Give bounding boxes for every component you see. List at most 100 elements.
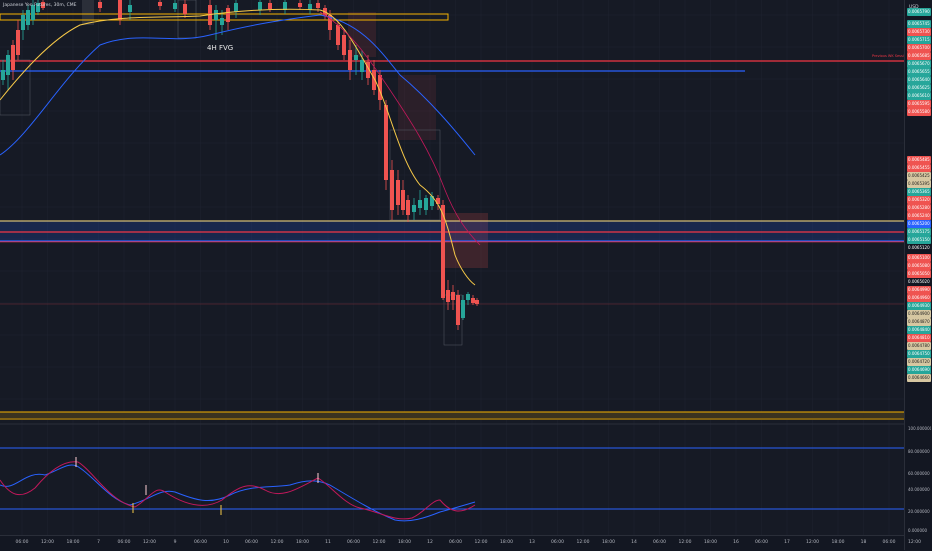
price-label: 0.0065685	[907, 52, 931, 60]
price-label: 0.0065280	[907, 204, 931, 212]
candle-body	[390, 170, 394, 210]
candle-body	[336, 25, 340, 45]
osc-axis-label: 80.000000	[908, 449, 930, 454]
osc-axis-label: 0.000000	[908, 528, 928, 533]
candle-body	[406, 200, 410, 215]
candle-body	[1, 70, 5, 80]
osc-k-line	[0, 461, 476, 520]
time-label: 10	[223, 540, 229, 545]
time-label: 13	[529, 540, 535, 545]
price-label: 0.0065050	[907, 270, 931, 278]
time-label: 18:00	[704, 540, 717, 545]
time-label: 16	[733, 540, 739, 545]
price-label: 0.0065395	[907, 180, 931, 188]
candle-body	[466, 294, 470, 300]
candle-body	[348, 50, 352, 70]
currency-label: USD	[909, 5, 919, 10]
time-label: 06:00	[755, 540, 768, 545]
price-label: 0.0065080	[907, 262, 931, 270]
time-label: 12:00	[576, 540, 590, 545]
candle-body	[360, 60, 364, 72]
time-label: 12:00	[143, 540, 156, 545]
time-label: 12:00	[474, 540, 488, 545]
price-label: 0.0065745	[907, 20, 931, 28]
price-label: 0.0065670	[907, 60, 931, 68]
candle-body	[283, 2, 287, 10]
candle-body	[342, 35, 346, 55]
candle-body	[316, 3, 320, 8]
time-label: 11	[325, 540, 331, 545]
price-label: 0.0064870	[907, 318, 931, 326]
osc-axis-label: 60.000000	[908, 471, 930, 476]
time-label: 18:00	[831, 540, 845, 545]
candle-body	[441, 205, 445, 298]
level-zone	[0, 221, 904, 241]
time-label: 12:00	[270, 540, 284, 545]
time-label: 18:00	[398, 540, 411, 545]
time-label: 06:00	[117, 540, 131, 545]
time-label: 06:00	[449, 540, 462, 545]
price-label: 0.0064840	[907, 326, 931, 334]
ma-slow-line	[0, 14, 476, 156]
candle-body	[372, 70, 376, 90]
price-label: 0.0065640	[907, 76, 931, 84]
candle-body	[128, 5, 132, 12]
price-label: 0.0065120	[907, 244, 931, 252]
price-label: 0.0064660	[907, 374, 931, 382]
candle-body	[378, 75, 382, 100]
price-label: 0.0065700	[907, 44, 931, 52]
candle-body	[220, 18, 224, 25]
symbol-title: Japanese Yen Futures, 30m, CME	[3, 3, 77, 8]
price-label: 0.0064930	[907, 302, 931, 310]
candle-body	[31, 5, 35, 20]
time-label: 06:00	[882, 540, 896, 545]
price-label: 0.0065200	[907, 220, 931, 228]
time-axis[interactable]: 06:00 12:00 18:00 7 06:00 12:00 9 06:00 10 06:00 1…	[0, 535, 921, 551]
time-label: 17	[784, 540, 790, 545]
time-label: 18:00	[602, 540, 615, 545]
time-label: 18:00	[500, 540, 513, 545]
level-zone-gold	[0, 412, 904, 420]
candle-body	[6, 55, 10, 75]
osc-d-line	[0, 464, 476, 522]
candle-body	[173, 3, 177, 9]
price-axis[interactable]: USD 0.0065790 0.00657450.00657300.0065715…	[904, 0, 932, 550]
price-label: 0.0065240	[907, 212, 931, 220]
candle-body	[328, 15, 332, 30]
time-label: 06:00	[653, 540, 666, 545]
time-label: 06:00	[15, 540, 29, 545]
candle-body	[461, 300, 465, 318]
candle-body	[424, 198, 428, 210]
candle-body	[366, 62, 370, 78]
time-label: 9	[173, 540, 177, 545]
price-label: 0.0065730	[907, 28, 931, 36]
candle-body	[268, 3, 272, 9]
price-label: 0.0065455	[907, 164, 931, 172]
price-label: 0.0065175	[907, 228, 931, 236]
time-label: 12	[427, 540, 433, 545]
candle-body	[308, 4, 312, 10]
candle-body	[41, 2, 45, 8]
fvg-zone	[82, 0, 94, 25]
time-label: 06:00	[194, 540, 207, 545]
candle-body	[158, 2, 162, 6]
price-label: 0.0065715	[907, 36, 931, 44]
time-label: 12:00	[372, 540, 386, 545]
candle-body	[183, 4, 187, 14]
price-label: 0.0065595	[907, 100, 931, 108]
candle-body	[258, 2, 262, 10]
price-label: 0.0065425	[907, 172, 931, 180]
price-label: 0.0065790	[907, 8, 931, 16]
time-label: 14	[631, 540, 637, 545]
osc-axis-label: 100.000000	[908, 426, 931, 431]
price-label: 0.0064720	[907, 358, 931, 366]
time-label: 06:00	[551, 540, 564, 545]
prev-week-low-label: Previous WK Session Low	[872, 54, 917, 58]
price-label: 0.0064810	[907, 334, 931, 342]
price-chart[interactable]	[0, 0, 904, 535]
candle-body	[98, 2, 102, 8]
candle-body	[214, 10, 218, 20]
price-label: 0.0064960	[907, 294, 931, 302]
candle-body	[226, 8, 230, 22]
price-label: 0.0065150	[907, 236, 931, 244]
